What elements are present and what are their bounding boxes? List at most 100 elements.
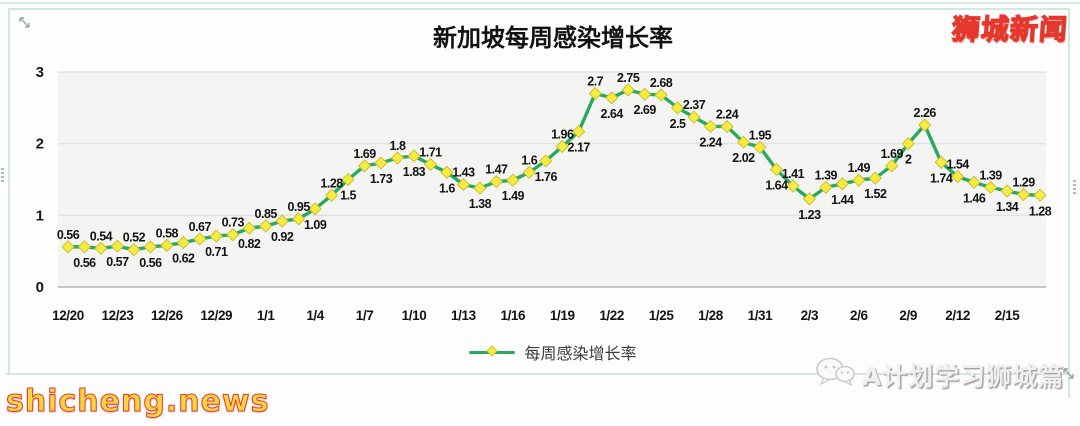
page-top-edge-line [0,2,1080,4]
y-tick-label: 1 [36,207,44,224]
data-point-marker [423,157,438,172]
data-point-marker [292,212,306,226]
data-point-marker [951,169,965,184]
data-point-marker [621,83,635,97]
data-point-marker [934,155,948,169]
x-tick-label: 2/15 [995,308,1021,323]
data-label: 1.39 [815,168,838,182]
data-label: 1.34 [996,200,1019,214]
data-point-marker [819,180,833,195]
data-point-marker [967,175,981,190]
data-point-marker [522,165,536,179]
data-point-marker [753,140,767,154]
data-point-marker [670,101,685,115]
data-point-marker [77,240,92,254]
data-label: 0.95 [287,200,310,214]
x-tick-label: 1/25 [649,308,675,323]
data-point-marker [703,119,718,134]
chart-legend: 每周感染增长率 [58,340,1048,364]
watermark-wechat-account: A计划学习狮城篇 [814,356,1064,393]
data-point-marker [901,137,915,151]
selection-border-right [1068,8,1070,398]
data-label: 1.54 [946,158,969,172]
x-tick-label: 12/26 [151,308,184,323]
data-point-marker [209,229,223,243]
data-label: 1.28 [1029,204,1052,218]
selection-border-top [8,8,1070,10]
data-point-marker [473,181,487,195]
data-label: 1.23 [798,208,821,222]
data-label: 1.73 [370,172,393,186]
data-label: 2 [905,153,912,167]
data-point-marker [769,162,784,177]
data-label: 1.76 [535,170,558,184]
data-point-marker [720,119,734,134]
data-point-marker [259,219,273,233]
x-tick-label: 1/7 [356,308,374,323]
data-label: 1.8 [390,139,406,153]
data-label: 1.96 [551,128,574,142]
data-point-marker [407,149,421,163]
data-label: 1.49 [502,189,525,203]
data-label: 2.5 [670,117,686,131]
data-point-marker [588,86,602,101]
data-label: 1.69 [881,147,904,161]
data-point-marker [868,171,882,185]
edge-dots-right [1073,180,1076,196]
x-tick-label: 1/10 [402,308,427,323]
data-label: 2.75 [617,71,640,85]
x-tick-label: 1/1 [257,308,275,323]
data-label: 1.64 [765,178,788,192]
data-label: 0.56 [73,256,96,270]
data-label: 2.26 [914,106,937,120]
resize-handle-top-left[interactable] [18,16,32,30]
data-point-marker [374,156,388,170]
data-label: 0.58 [156,226,179,240]
data-point-marker [308,202,322,216]
data-point-marker [539,154,553,168]
watermark-account-name: A计划学习狮城篇 [861,361,1064,391]
y-tick-label: 3 [36,64,44,81]
selection-border-left [8,8,10,374]
chart-title: 新加坡每周感染增长率 [433,24,673,52]
data-label: 1.41 [782,167,805,181]
data-label: 0.67 [189,220,212,234]
data-point-marker [605,91,619,105]
data-label: 0.54 [90,229,113,243]
selection-border-bottom [6,373,1070,375]
x-tick-label: 1/22 [599,308,624,323]
data-label: 2.24 [699,135,722,149]
data-point-marker [802,192,817,206]
data-label: 1.95 [749,128,772,142]
data-label: 1.47 [485,163,508,177]
data-label: 2.69 [633,103,656,117]
data-point-marker [357,159,372,173]
data-label: 1.28 [320,176,343,190]
data-label: 0.62 [172,252,195,266]
data-point-marker [852,173,866,187]
resize-handle-bottom-right[interactable] [1061,366,1075,380]
data-point-marker [193,232,207,246]
y-tick-label: 2 [36,136,44,153]
shicheng-news-logo: 狮城新闻 [950,12,1070,46]
data-point-marker [143,240,158,254]
x-tick-label: 1/19 [550,308,575,323]
data-point-marker [341,172,355,187]
data-point-marker [687,110,701,124]
data-label: 0.82 [238,237,261,251]
data-point-marker [1016,187,1031,202]
data-label: 1.83 [403,165,426,179]
data-point-marker [918,118,932,132]
data-point-marker [242,221,256,235]
data-point-marker [1000,184,1014,198]
data-label: 1.44 [831,193,854,207]
data-point-marker [1033,188,1047,202]
data-point-marker [94,241,108,255]
data-label: 1.29 [1012,176,1035,190]
data-label: 0.73 [222,216,245,230]
data-label: 1.6 [439,181,455,195]
data-label: 0.92 [271,230,294,244]
x-tick-label: 1/4 [306,308,324,323]
data-point-marker [456,177,471,192]
